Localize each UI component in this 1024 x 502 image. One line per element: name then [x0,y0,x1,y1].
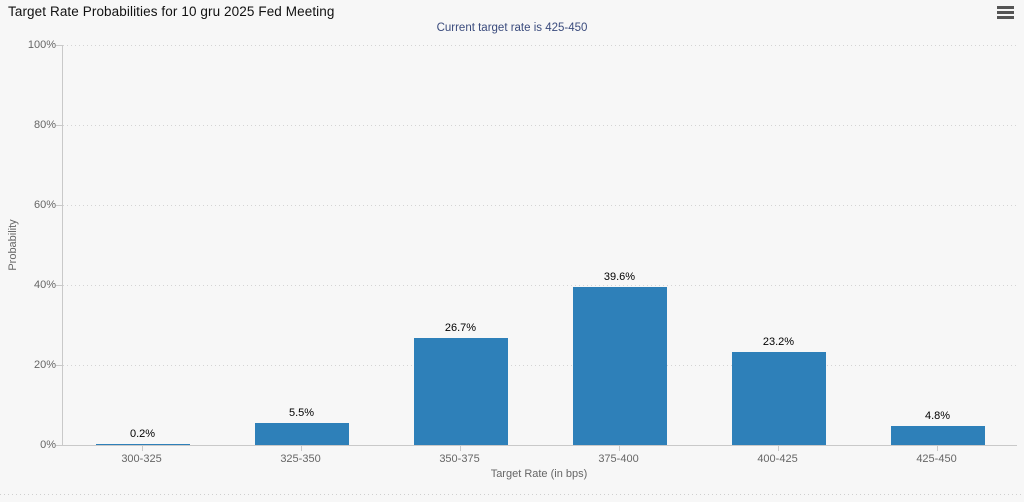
bar-value-label: 39.6% [603,271,636,283]
y-axis-tick-mark [56,365,62,366]
q-logo-watermark-icon: Q [1007,95,1024,163]
x-axis-tick-mark [777,446,779,451]
bar-value-label: 5.5% [288,407,315,419]
y-axis-tick-label: 100% [27,39,56,51]
x-axis-category-label: 425-450 [916,453,957,465]
bar-325-350 [254,423,349,445]
y-gridline [63,284,1017,286]
bar-value-label: 23.2% [762,336,795,348]
hamburger-bar [997,6,1014,9]
chart-subtitle: Current target rate is 425-450 [436,22,588,34]
bar-375-400 [572,287,667,445]
bar-value-label: 26.7% [444,322,477,334]
y-axis-tick-mark [56,445,62,446]
y-axis-tick-label: 80% [33,119,56,131]
x-axis-tick-mark [459,446,461,451]
plot-area: Q 0.2%5.5%26.7%39.6%23.2%4.8% [62,44,1017,446]
bar-350-375 [413,338,508,445]
y-axis-tick-label: 60% [33,199,56,211]
y-axis-tick-label: 0% [40,439,56,451]
x-axis-tick-mark [141,446,143,451]
x-axis-tick-mark [936,446,938,451]
hamburger-menu-icon[interactable] [997,6,1014,19]
y-gridline [63,364,1017,366]
chart-title: Target Rate Probabilities for 10 gru 202… [8,4,335,19]
hamburger-bar [997,16,1014,19]
bar-value-label: 4.8% [924,410,951,422]
x-axis-category-label: 400-425 [757,453,798,465]
x-axis-title: Target Rate (in bps) [490,468,588,480]
hamburger-bar [997,11,1014,14]
bar-400-425 [731,352,826,445]
x-axis-category-label: 350-375 [439,453,480,465]
x-axis-category-label: 325-350 [280,453,321,465]
y-gridline [63,124,1017,126]
y-axis-tick-mark [56,285,62,286]
bar-300-325 [95,444,190,445]
y-axis-tick-label: 20% [33,359,56,371]
y-axis-tick-mark [56,125,62,126]
bar-value-label: 0.2% [129,428,156,440]
x-axis-category-label: 300-325 [121,453,162,465]
y-gridline [63,204,1017,206]
x-axis-category-label: 375-400 [598,453,639,465]
y-axis-tick-mark [56,205,62,206]
y-axis-title: Probability [7,219,19,271]
x-axis-tick-mark [300,446,302,451]
bar-425-450 [890,426,985,445]
x-axis-tick-mark [618,446,620,451]
y-axis-tick-label: 40% [33,279,56,291]
y-axis-tick-mark [56,45,62,46]
y-gridline [63,44,1017,46]
bottom-divider [0,494,1024,495]
